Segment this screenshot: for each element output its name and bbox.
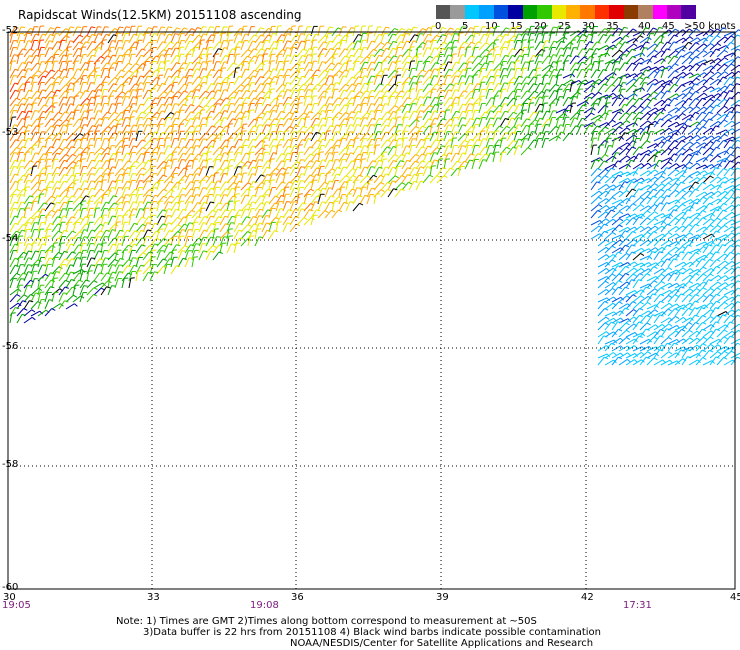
lat-label: -53	[2, 127, 19, 138]
colorbar-label: 25	[558, 21, 571, 32]
colorbar-swatch-3	[479, 5, 494, 19]
colorbar-swatch-15	[652, 5, 667, 19]
colorbar-swatch-12	[609, 5, 624, 19]
colorbar-swatch-7	[537, 5, 552, 19]
lat-label: -56	[2, 341, 19, 352]
lat-label: -52	[2, 25, 19, 36]
colorbar-swatch-17	[681, 5, 696, 19]
colorbar-swatch-6	[522, 5, 538, 19]
note-line-3: NOAA/NESDIS/Center for Satellite Applica…	[290, 638, 594, 649]
colorbar-swatch-13	[623, 5, 639, 19]
colorbar-swatch-8	[551, 5, 566, 19]
wind-barbs-layer	[9, 25, 740, 366]
map-title: Rapidscat Winds(12.5KM) 20151108 ascendi…	[18, 8, 302, 22]
note-line-2: 3)Data buffer is 22 hrs from 20151108 4)…	[143, 627, 601, 638]
colorbar-swatch-9	[565, 5, 581, 19]
colorbar-swatch-11	[594, 5, 610, 19]
time-label: 19:08	[250, 600, 279, 611]
colorbar-label: 5	[462, 21, 469, 32]
lon-label: 39	[436, 592, 449, 603]
colorbar-swatch-16	[667, 5, 682, 19]
lon-label: 36	[291, 592, 304, 603]
lat-label: -60	[2, 582, 19, 593]
time-label: 17:31	[623, 600, 652, 611]
map-frame	[7, 31, 736, 590]
lon-label: 45	[730, 592, 740, 603]
lon-label: 42	[581, 592, 594, 603]
lat-lon-grid	[8, 32, 735, 589]
note-line-1: Note: 1) Times are GMT 2)Times along bot…	[116, 616, 537, 627]
colorbar-label: 10	[485, 21, 498, 32]
colorbar-swatch-2	[464, 5, 480, 19]
colorbar-label: 40	[638, 21, 651, 32]
colorbar-label: 45	[662, 21, 675, 32]
colorbar-swatch-14	[638, 5, 653, 19]
colorbar-swatch-10	[580, 5, 595, 19]
colorbar-label: 0	[435, 21, 442, 32]
colorbar-swatch-0	[436, 5, 451, 19]
lon-label: 33	[147, 592, 160, 603]
colorbar-label: >50 knots	[684, 21, 736, 32]
lon-label: 30	[3, 592, 16, 603]
time-label: 19:05	[2, 600, 31, 611]
colorbar-swatch-5	[508, 5, 523, 19]
colorbar-swatch-4	[493, 5, 509, 19]
colorbar-label: 35	[606, 21, 619, 32]
lat-label: -58	[2, 459, 19, 470]
colorbar-swatch-1	[450, 5, 465, 19]
wind-speed-colorbar	[436, 5, 696, 19]
lat-label: -54	[2, 233, 19, 244]
